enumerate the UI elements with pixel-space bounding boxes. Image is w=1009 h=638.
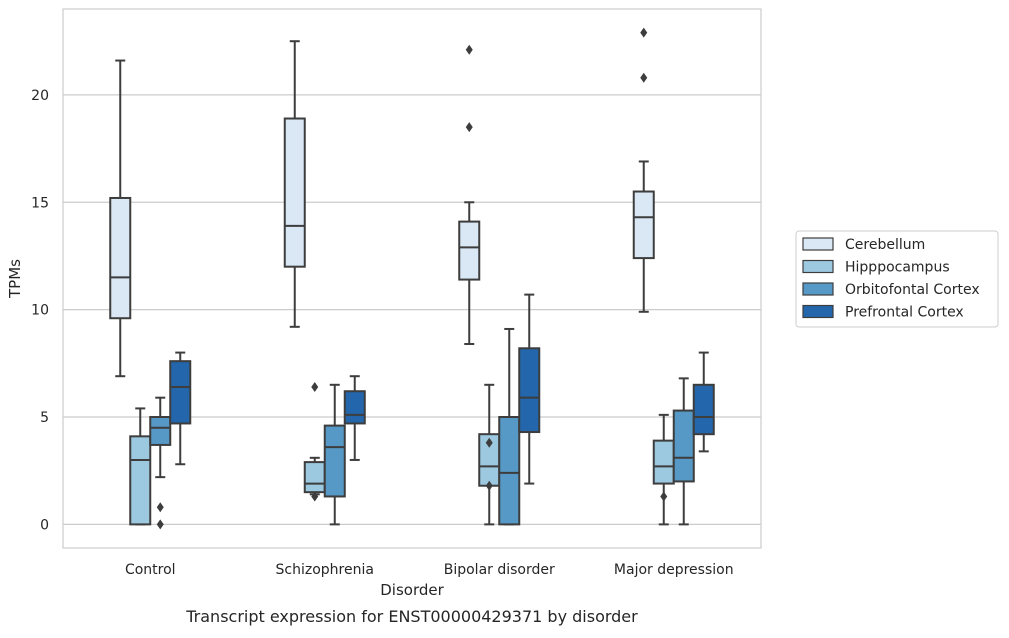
outlier-point	[465, 44, 473, 55]
x-tick-label: Bipolar disorder	[444, 562, 555, 578]
box-group	[149, 396, 172, 530]
box-group	[518, 293, 541, 485]
chart-title: Transcript expression for ENST0000042937…	[185, 607, 638, 626]
legend-label: Prefrontal Cortex	[845, 305, 964, 321]
box-iqr	[149, 416, 172, 446]
legend-swatch	[802, 259, 834, 274]
box-iqr	[303, 461, 326, 494]
box-group	[303, 381, 326, 502]
outlier-point	[640, 72, 648, 83]
x-tick-labels: Control Schizophrenia Bipolar disorder Majo…	[125, 562, 734, 578]
outlier-point	[156, 502, 164, 513]
box-group	[632, 27, 655, 313]
box-iqr	[343, 390, 366, 425]
y-tick-label: 5	[40, 410, 49, 426]
y-tick-label: 0	[40, 517, 49, 533]
x-tick-label: Control	[125, 562, 176, 578]
box-group	[129, 407, 152, 526]
legend-label: Orbitofontal Cortex	[845, 282, 980, 298]
box-iqr	[109, 196, 132, 320]
legend-swatch	[802, 282, 834, 296]
box-group	[169, 351, 192, 466]
box-group	[672, 377, 695, 526]
box-iqr	[518, 347, 541, 434]
x-tick-label: Major depression	[614, 562, 734, 578]
y-tick-labels: 0 5 10 15 20	[31, 88, 49, 533]
box-iqr	[692, 383, 715, 436]
box-iqr	[652, 439, 675, 485]
legend-label: Hipppocampus	[845, 260, 950, 276]
plot-frame	[62, 8, 762, 549]
box-group	[652, 413, 675, 526]
outlier-point	[640, 27, 648, 38]
box-group	[692, 351, 715, 453]
legend-frame	[795, 230, 999, 328]
box-iqr	[169, 360, 192, 425]
y-tick-label: 20	[31, 88, 49, 104]
box-iqr	[129, 435, 152, 526]
legend-items: Cerebellum Hipppocampus Orbitofontal Corte…	[802, 237, 980, 321]
box-iqr	[632, 190, 655, 260]
y-tick-label: 10	[31, 303, 49, 319]
legend: Cerebellum Hipppocampus Orbitofontal Corte…	[795, 230, 999, 328]
box-group	[498, 327, 521, 526]
box-group	[109, 59, 132, 378]
legend-swatch	[802, 237, 834, 251]
box-group	[343, 375, 366, 461]
box-group	[458, 44, 481, 345]
outlier-point	[311, 491, 319, 502]
box-group	[323, 383, 346, 526]
box-iqr	[458, 220, 481, 281]
legend-swatch	[802, 304, 834, 319]
outlier-point	[465, 122, 473, 133]
box-group	[478, 383, 501, 526]
outlier-point	[485, 480, 493, 491]
box-iqr	[283, 117, 306, 268]
outlier-point	[156, 519, 164, 530]
y-axis-label: TPMs	[6, 259, 24, 299]
x-axis-label: Disorder	[380, 581, 444, 599]
x-tick-label: Schizophrenia	[276, 562, 374, 578]
box-group	[283, 40, 306, 328]
outlier-point	[311, 381, 319, 392]
legend-label: Cerebellum	[845, 237, 925, 253]
box-iqr	[672, 409, 695, 483]
outlier-point	[660, 491, 668, 502]
outlier-point	[485, 437, 493, 448]
box-iqr	[323, 424, 346, 498]
box-iqr	[498, 416, 521, 526]
y-tick-label: 15	[31, 195, 49, 211]
boxes	[109, 27, 715, 530]
